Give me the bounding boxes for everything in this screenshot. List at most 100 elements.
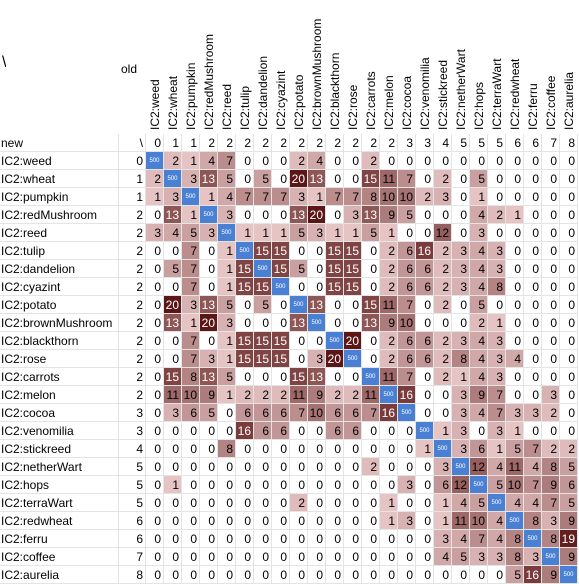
new-value: 3 <box>416 134 434 152</box>
heat-cell: 2 <box>380 278 398 296</box>
heat-cell: 500 <box>254 260 272 278</box>
heat-cell: 0 <box>434 314 452 332</box>
heat-cell: 0 <box>506 278 524 296</box>
heat-cell: 0 <box>452 566 470 584</box>
heat-cell: 0 <box>380 530 398 548</box>
heat-cell: 0 <box>146 314 164 332</box>
heat-cell: 0 <box>236 440 254 458</box>
heat-cell: 0 <box>290 278 308 296</box>
heat-cell: 0 <box>182 440 200 458</box>
heat-cell: 0 <box>362 350 380 368</box>
heat-cell: 500 <box>398 404 416 422</box>
heat-cell: 0 <box>290 422 308 440</box>
heat-cell: 3 <box>182 170 200 188</box>
heat-cell: 0 <box>560 224 578 242</box>
heat-cell: 5 <box>218 170 236 188</box>
heat-cell: 0 <box>308 476 326 494</box>
heat-cell: 0 <box>416 206 434 224</box>
heat-cell: 0 <box>146 368 164 386</box>
heat-cell: 0 <box>182 494 200 512</box>
heat-cell: 0 <box>326 494 344 512</box>
heat-cell: 15 <box>344 260 362 278</box>
heat-cell: 2 <box>326 386 344 404</box>
heat-cell: 10 <box>470 512 488 530</box>
heat-cell: 0 <box>542 224 560 242</box>
heat-cell: 8 <box>182 368 200 386</box>
row-label: IC2:brownMushroom <box>0 314 119 332</box>
row-label: IC2:potato <box>0 296 119 314</box>
heat-cell: 3 <box>488 368 506 386</box>
heat-cell: 0 <box>362 494 380 512</box>
heat-cell: 9 <box>542 476 560 494</box>
column-header: IC2:aurelia <box>562 71 576 130</box>
heat-cell: 7 <box>182 350 200 368</box>
new-value: 2 <box>362 134 380 152</box>
heat-cell: 0 <box>470 566 488 584</box>
heat-cell: 0 <box>164 332 182 350</box>
heat-cell: 6 <box>398 332 416 350</box>
heat-cell: 0 <box>362 548 380 566</box>
heat-cell: 1 <box>182 314 200 332</box>
heat-cell: 3 <box>290 188 308 206</box>
heat-cell: 3 <box>452 242 470 260</box>
heat-cell: 3 <box>452 404 470 422</box>
heat-cell: 0 <box>326 206 344 224</box>
heat-cell: 8 <box>506 548 524 566</box>
heat-cell: 500 <box>146 152 164 170</box>
heat-cell: 0 <box>146 458 164 476</box>
new-value: 2 <box>290 134 308 152</box>
row-label: IC2:cocoa <box>0 404 119 422</box>
heat-cell: 1 <box>236 224 254 242</box>
heat-cell: 0 <box>254 206 272 224</box>
heat-cell: 0 <box>380 476 398 494</box>
column-header: IC2:coffee <box>544 75 558 130</box>
heat-cell: 0 <box>326 566 344 584</box>
heat-cell: 500 <box>452 458 470 476</box>
heat-cell: 0 <box>308 332 326 350</box>
heat-cell: 0 <box>218 530 236 548</box>
heat-cell: 3 <box>542 512 560 530</box>
heat-cell: 7 <box>488 386 506 404</box>
heat-cell: 500 <box>560 566 578 584</box>
heat-cell: 0 <box>542 260 560 278</box>
column-header: IC2:wheat <box>166 75 180 130</box>
row-label: IC2:dandelion <box>0 260 119 278</box>
heat-cell: 3 <box>218 314 236 332</box>
heat-cell: 0 <box>416 152 434 170</box>
heat-cell: 0 <box>272 548 290 566</box>
heat-cell: 0 <box>308 530 326 548</box>
heat-cell: 15 <box>344 278 362 296</box>
heat-cell: 0 <box>344 440 362 458</box>
heat-cell: 4 <box>164 224 182 242</box>
heat-cell: 0 <box>326 440 344 458</box>
heat-cell: 6 <box>398 350 416 368</box>
heat-cell: 13 <box>200 170 218 188</box>
heat-cell: 6 <box>398 278 416 296</box>
heat-cell: 0 <box>236 530 254 548</box>
heat-cell: 1 <box>434 422 452 440</box>
heat-cell: 1 <box>218 242 236 260</box>
column-header: IC2:blackthorn <box>328 52 342 130</box>
heat-cell: 500 <box>470 476 488 494</box>
heat-cell: 1 <box>182 152 200 170</box>
heat-cell: 500 <box>200 206 218 224</box>
heat-cell: 1 <box>380 512 398 530</box>
old-value: 2 <box>119 332 146 350</box>
heat-cell: 0 <box>200 548 218 566</box>
heat-cell: 0 <box>290 458 308 476</box>
heat-cell: 5 <box>290 260 308 278</box>
row-label: IC2:terraWart <box>0 494 119 512</box>
row-label: IC2:stickreed <box>0 440 119 458</box>
heat-cell: 0 <box>272 368 290 386</box>
heat-cell: 0 <box>218 494 236 512</box>
heat-cell: 0 <box>542 242 560 260</box>
row-label: IC2:netherWart <box>0 458 119 476</box>
heat-cell: 0 <box>146 404 164 422</box>
heat-cell: 0 <box>146 278 164 296</box>
heat-cell: 2 <box>272 386 290 404</box>
heat-cell: 15 <box>272 260 290 278</box>
column-header: IC2:tulip <box>238 85 252 130</box>
heat-cell: 5 <box>218 296 236 314</box>
heat-cell: 4 <box>470 242 488 260</box>
heat-cell: 0 <box>506 332 524 350</box>
